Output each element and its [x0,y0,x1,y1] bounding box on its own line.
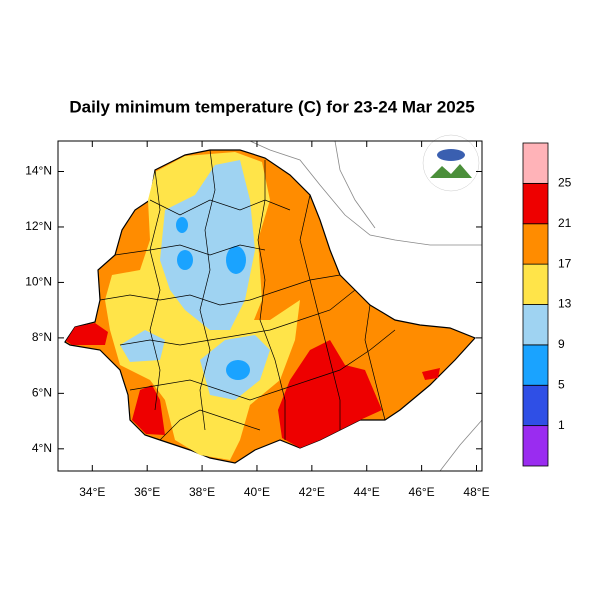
x-tick-label: 46°E [409,485,435,499]
hot-zone [66,323,108,345]
colorbar-label: 17 [558,256,572,270]
colorbar-box [522,425,549,467]
colorbar-box [522,384,549,427]
colorbar-label: 5 [558,377,565,391]
y-tick-label: 10°N [25,275,52,289]
colorbar-label: 25 [558,176,572,190]
x-tick-label: 38°E [189,485,215,499]
map-frame [57,140,483,472]
coastline [249,140,482,246]
cold-spot [226,360,250,380]
colorbar-label: 1 [558,418,565,432]
cool-zone [120,330,165,362]
colorbar-label: 9 [558,337,565,351]
x-tick-label: 40°E [244,485,270,499]
cold-spot [177,250,193,270]
x-tick-label: 44°E [354,485,380,499]
y-tick-label: 8°N [32,330,52,344]
admin-boundaries [99,149,396,441]
x-tick-label: 36°E [134,485,160,499]
logo [422,134,480,192]
y-tick-label: 12°N [25,219,52,233]
map-title: Daily minimum temperature (C) for 23-24 … [69,97,474,116]
hot-zone [422,368,440,380]
hot-zone [278,340,382,448]
y-tick-label: 4°N [32,441,52,455]
x-tick-label: 34°E [79,485,105,499]
map-area [64,140,483,472]
cold-spot [176,217,188,233]
cold-spot [226,246,246,274]
colorbar-label: 21 [558,216,572,230]
cool-zone [160,160,255,330]
coastline [439,419,483,472]
colorbar-box [522,223,549,265]
colorbar-label: 13 [558,297,572,311]
x-tick-label: 48°E [463,485,489,499]
colorbar-box [522,182,549,225]
coastline [334,140,376,229]
colorbar-box [522,142,549,184]
x-tick-label: 42°E [299,485,325,499]
colorbar-box [522,344,549,386]
y-tick-label: 14°N [25,164,52,178]
y-tick-label: 6°N [32,386,52,400]
colorbar-box [522,263,549,305]
colorbar-box [522,304,549,346]
